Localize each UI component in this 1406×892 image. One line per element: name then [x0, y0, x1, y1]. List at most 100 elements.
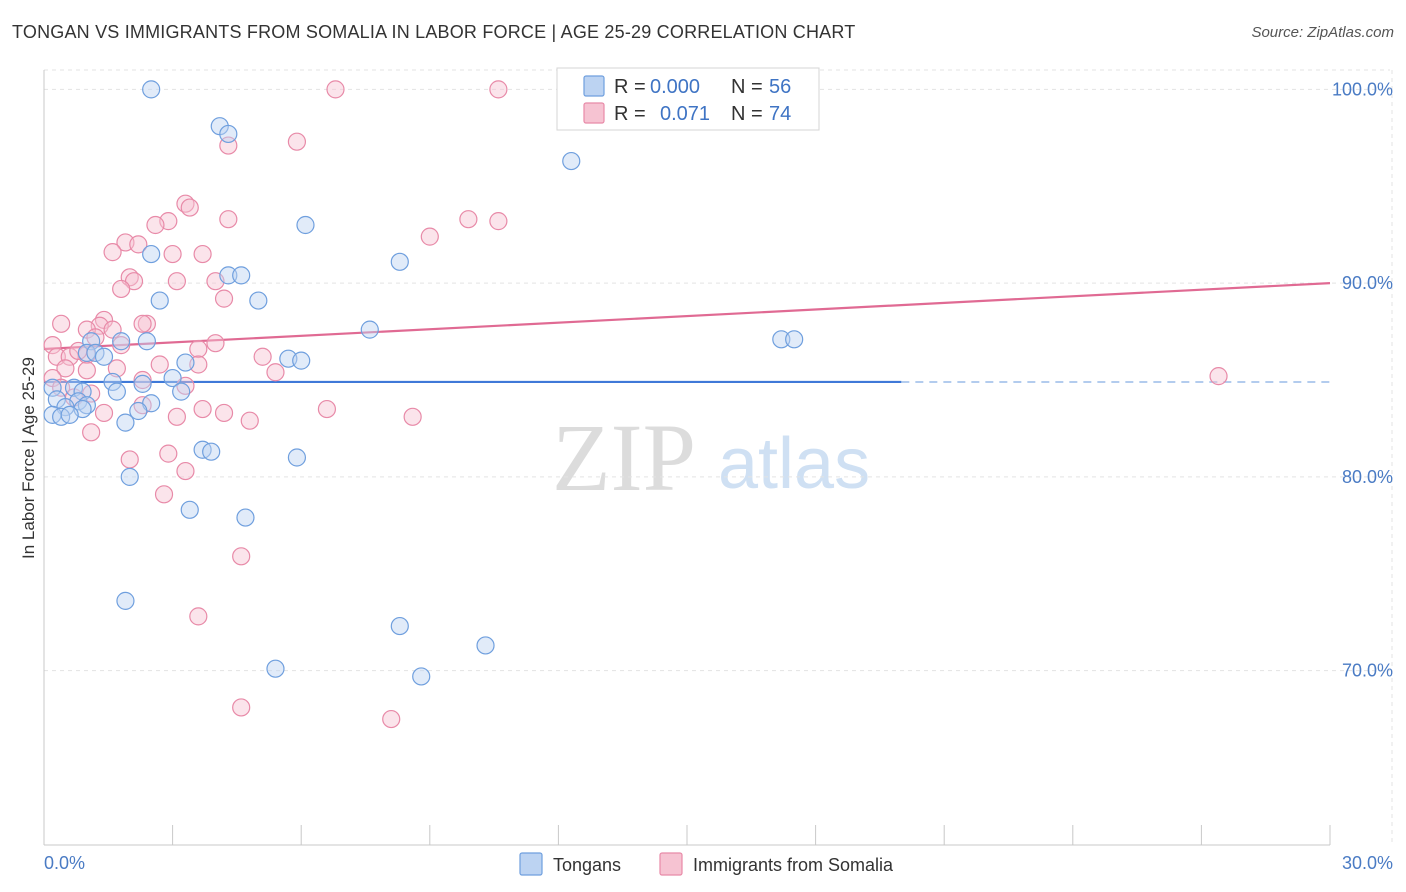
stats-swatch-somalia	[583, 102, 605, 124]
watermark-zip: ZIP	[552, 404, 696, 511]
point-tongans	[219, 124, 238, 144]
point-somalia	[77, 361, 96, 380]
point-somalia	[146, 215, 165, 235]
legend-swatch-tongans	[519, 852, 543, 876]
point-tongans	[249, 291, 268, 310]
axes: 70.0% 80.0% 90.0% 100.0% 0.0% 30.0%	[43, 70, 1393, 873]
point-somalia	[133, 370, 152, 390]
point-tongans	[137, 332, 156, 351]
y-axis-title: In Labor Force | Age 25-29	[19, 357, 38, 559]
point-tongans	[142, 244, 161, 264]
point-somalia	[193, 399, 212, 419]
stats-r-label-somalia: R =	[614, 103, 646, 125]
point-tongans	[172, 382, 191, 401]
source-label: Source: ZipAtlas.com	[1251, 24, 1394, 41]
point-tongans	[180, 500, 199, 519]
legend-swatch-somalia	[659, 852, 683, 876]
point-tongans	[112, 332, 131, 351]
point-tongans	[103, 372, 122, 392]
point-somalia	[266, 363, 285, 382]
point-tongans	[562, 151, 581, 171]
point-tongans	[287, 448, 307, 467]
point-tongans	[772, 330, 791, 349]
point-tongans	[296, 215, 315, 235]
stats-n-label-tongans: N =	[731, 76, 763, 98]
point-tongans	[43, 378, 62, 397]
point-somalia	[219, 210, 238, 229]
grid-lines	[44, 69, 1393, 845]
point-tongans	[476, 636, 495, 655]
chart-title: TONGAN VS IMMIGRANTS FROM SOMALIA IN LAB…	[12, 22, 856, 42]
point-tongans	[129, 401, 148, 421]
point-somalia	[189, 339, 208, 359]
point-somalia	[180, 198, 199, 217]
point-tongans	[142, 80, 161, 99]
point-tongans	[232, 266, 251, 285]
point-tongans	[219, 266, 238, 285]
point-somalia	[112, 336, 131, 355]
point-tongans	[60, 405, 79, 424]
legend-label-somalia: Immigrants from Somalia	[693, 855, 894, 875]
stats-swatch-tongans	[583, 75, 605, 97]
point-tongans	[360, 320, 379, 339]
point-somalia	[420, 227, 439, 246]
point-tongans	[150, 291, 169, 310]
point-tongans	[163, 368, 182, 388]
trend-line-somalia	[43, 282, 1331, 351]
y-tick-label: 100.0%	[1332, 79, 1393, 99]
point-tongans	[202, 442, 221, 461]
point-tongans	[390, 252, 409, 271]
point-somalia	[159, 444, 178, 463]
point-tongans	[133, 374, 152, 393]
trend-lines	[43, 282, 1331, 384]
point-somalia	[167, 407, 186, 426]
point-somalia	[214, 289, 234, 308]
stats-legend: R = 0.000 N = 56 R = 0.071 N = 74	[556, 67, 820, 131]
bottom-legend: Tongans Immigrants from Somalia	[519, 852, 894, 876]
stats-r-value-tongans: 0.000	[650, 76, 700, 98]
point-somalia	[82, 423, 101, 442]
y-tick-label: 70.0%	[1342, 661, 1393, 681]
stats-r-value-somalia: 0.071	[660, 103, 710, 125]
point-tongans	[116, 591, 135, 610]
point-somalia	[129, 235, 148, 254]
point-somalia	[240, 411, 259, 430]
point-somalia	[189, 607, 208, 626]
point-somalia	[56, 359, 75, 378]
point-somalia	[176, 461, 195, 481]
watermark-atlas: atlas	[718, 424, 870, 504]
point-tongans	[120, 467, 139, 486]
point-tongans	[82, 332, 101, 351]
point-somalia	[459, 210, 478, 229]
point-somalia	[326, 80, 345, 99]
point-tongans	[64, 378, 84, 397]
point-somalia	[382, 709, 401, 729]
point-somalia	[193, 244, 212, 264]
point-somalia	[403, 407, 422, 426]
y-tick-label: 80.0%	[1342, 467, 1393, 487]
point-somalia	[120, 450, 139, 469]
point-tongans	[176, 353, 195, 372]
legend-label-tongans: Tongans	[553, 855, 621, 875]
stats-n-value-tongans: 56	[769, 76, 791, 98]
point-somalia	[94, 403, 114, 423]
data-points	[43, 80, 1228, 729]
point-somalia	[253, 347, 272, 366]
point-somalia	[317, 399, 337, 419]
point-tongans	[266, 659, 285, 678]
point-somalia	[1209, 367, 1228, 386]
point-somalia	[232, 547, 251, 566]
y-tick-label: 90.0%	[1342, 273, 1393, 293]
point-tongans	[390, 616, 409, 636]
point-somalia	[133, 314, 152, 333]
point-somalia	[103, 243, 122, 262]
point-somalia	[214, 403, 234, 423]
point-somalia	[107, 359, 126, 378]
point-tongans	[412, 667, 431, 686]
point-tongans	[785, 330, 804, 349]
stats-n-label-somalia: N =	[731, 103, 763, 125]
point-somalia	[154, 485, 174, 504]
point-somalia	[163, 244, 182, 264]
point-somalia	[167, 272, 186, 291]
point-tongans	[292, 351, 311, 370]
